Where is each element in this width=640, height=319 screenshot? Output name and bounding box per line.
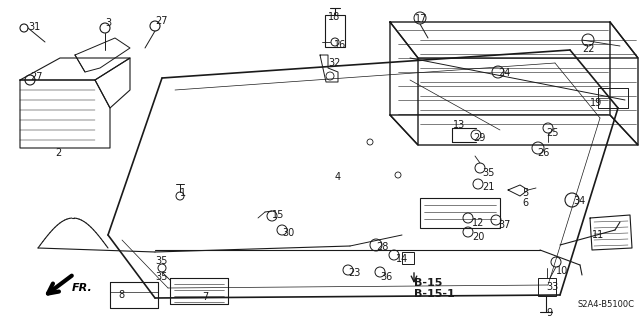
Text: 12: 12 xyxy=(472,218,484,228)
Text: 10: 10 xyxy=(556,266,568,276)
Text: 34: 34 xyxy=(573,196,585,206)
Bar xyxy=(538,278,556,296)
Bar xyxy=(402,252,414,264)
Text: 21: 21 xyxy=(482,182,494,192)
Text: 23: 23 xyxy=(348,268,360,278)
Text: 35: 35 xyxy=(482,168,494,178)
Text: 33: 33 xyxy=(546,282,558,292)
Text: 17: 17 xyxy=(415,14,428,24)
Text: 36: 36 xyxy=(380,272,392,282)
Text: 20: 20 xyxy=(472,232,484,242)
Text: 16: 16 xyxy=(334,40,346,50)
Text: 18: 18 xyxy=(328,12,340,22)
Text: 24: 24 xyxy=(498,68,510,78)
Text: 19: 19 xyxy=(590,98,602,108)
Text: 11: 11 xyxy=(592,230,604,240)
Bar xyxy=(420,198,500,228)
Text: 3: 3 xyxy=(105,18,111,28)
Text: 4: 4 xyxy=(335,172,341,182)
Text: 22: 22 xyxy=(582,44,595,54)
Text: 15: 15 xyxy=(272,210,284,220)
Text: 30: 30 xyxy=(282,228,294,238)
Text: 28: 28 xyxy=(376,242,388,252)
Bar xyxy=(325,15,345,47)
Text: B-15-1: B-15-1 xyxy=(414,289,455,299)
Text: 29: 29 xyxy=(473,133,485,143)
Text: 27: 27 xyxy=(155,16,168,26)
Text: S2A4-B5100C: S2A4-B5100C xyxy=(578,300,635,309)
Text: 1: 1 xyxy=(180,188,186,198)
Text: 13: 13 xyxy=(453,120,465,130)
Text: FR.: FR. xyxy=(72,283,93,293)
Text: 2: 2 xyxy=(55,148,61,158)
Text: 26: 26 xyxy=(537,148,549,158)
Text: 6: 6 xyxy=(522,198,528,208)
Text: B-15: B-15 xyxy=(414,278,442,288)
Text: 32: 32 xyxy=(328,58,340,68)
Text: 35: 35 xyxy=(155,256,168,266)
Text: 37: 37 xyxy=(498,220,510,230)
Text: 8: 8 xyxy=(118,290,124,300)
Text: 25: 25 xyxy=(546,128,559,138)
Text: 27: 27 xyxy=(30,72,42,82)
Text: 9: 9 xyxy=(546,308,552,318)
Text: 31: 31 xyxy=(28,22,40,32)
Text: 7: 7 xyxy=(202,292,208,302)
Text: 35: 35 xyxy=(155,272,168,282)
Text: 14: 14 xyxy=(396,254,408,264)
Text: 5: 5 xyxy=(522,188,528,198)
